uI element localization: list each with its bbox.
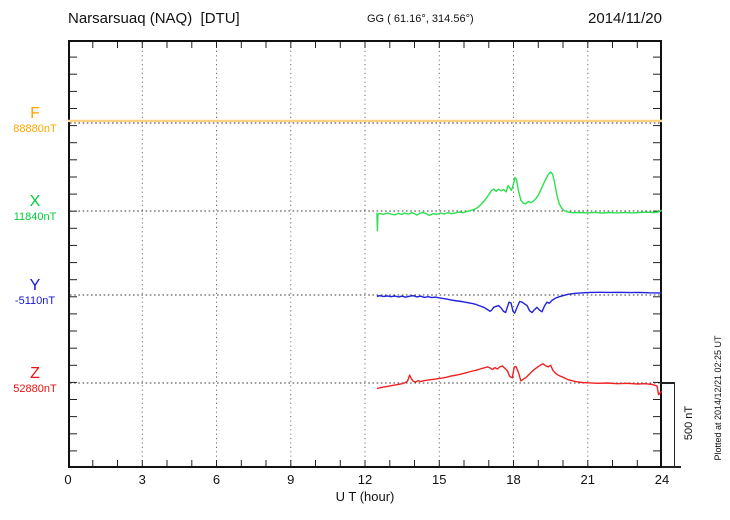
x-tick-label-9: 9 — [287, 472, 295, 487]
magnetogram-plot — [68, 40, 662, 468]
x-axis-tick-labels: 0 3 6 9 12 15 18 21 24 — [0, 472, 730, 488]
x-axis-title: U T (hour) — [335, 489, 395, 504]
component-letter-x: X — [29, 193, 41, 210]
x-tick-label-18: 18 — [506, 472, 521, 487]
x-tick-label-0: 0 — [64, 472, 72, 487]
plotted-at-note: Plotted at 2014/12/21 02:25 UT — [713, 335, 723, 461]
baseline-value-f: 88880nT — [13, 123, 57, 135]
x-tick-label-3: 3 — [138, 472, 146, 487]
x-tick-label-6: 6 — [212, 472, 221, 487]
scale-bar-top-cap — [660, 382, 675, 384]
scale-bar — [673, 382, 676, 468]
plot-date: 2014/11/20 — [588, 10, 662, 27]
baseline-value-x: 11840nT — [13, 211, 57, 223]
x-tick-label-21: 21 — [580, 472, 595, 487]
component-letter-y: Y — [29, 277, 41, 294]
scale-bar-label: 500 nT — [683, 405, 695, 441]
baseline-value-z: 52880nT — [13, 383, 57, 395]
x-tick-label-12: 12 — [357, 472, 373, 487]
component-letter-z: Z — [30, 365, 40, 382]
baseline-value-y: -5110nT — [14, 295, 56, 307]
geographic-coordinates: GG ( 61.16°, 314.56°) — [367, 13, 474, 25]
series-label-f: F 88880nT — [6, 104, 64, 136]
station-title: Narsarsuaq (NAQ) [DTU] — [68, 10, 240, 27]
series-label-y: Y -5110nT — [6, 276, 64, 308]
component-letter-f: F — [30, 105, 40, 122]
x-tick-label-24: 24 — [654, 472, 670, 487]
trace-X — [376, 171, 662, 232]
trace-Z — [376, 363, 662, 396]
series-label-z: Z 52880nT — [6, 364, 64, 396]
axis-extension — [662, 466, 681, 469]
plot-canvas — [68, 40, 662, 468]
x-tick-label-15: 15 — [432, 472, 447, 487]
plot-frame — [68, 40, 662, 468]
trace-Y — [376, 291, 662, 314]
series-label-x: X 11840nT — [6, 192, 64, 224]
